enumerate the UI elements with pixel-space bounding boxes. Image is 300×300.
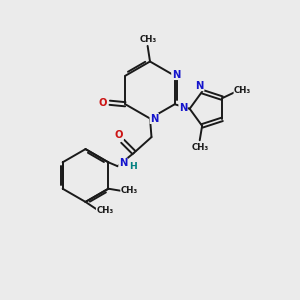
Text: CH₃: CH₃: [96, 206, 114, 215]
Text: N: N: [150, 113, 158, 124]
Text: H: H: [129, 162, 137, 171]
Text: CH₃: CH₃: [140, 34, 157, 43]
Text: O: O: [115, 130, 123, 140]
Text: O: O: [99, 98, 107, 108]
Text: N: N: [196, 81, 204, 91]
Text: N: N: [119, 158, 127, 168]
Text: CH₃: CH₃: [234, 86, 251, 95]
Text: N: N: [172, 70, 180, 80]
Text: CH₃: CH₃: [192, 143, 209, 152]
Text: CH₃: CH₃: [121, 186, 138, 195]
Text: N: N: [179, 103, 187, 113]
